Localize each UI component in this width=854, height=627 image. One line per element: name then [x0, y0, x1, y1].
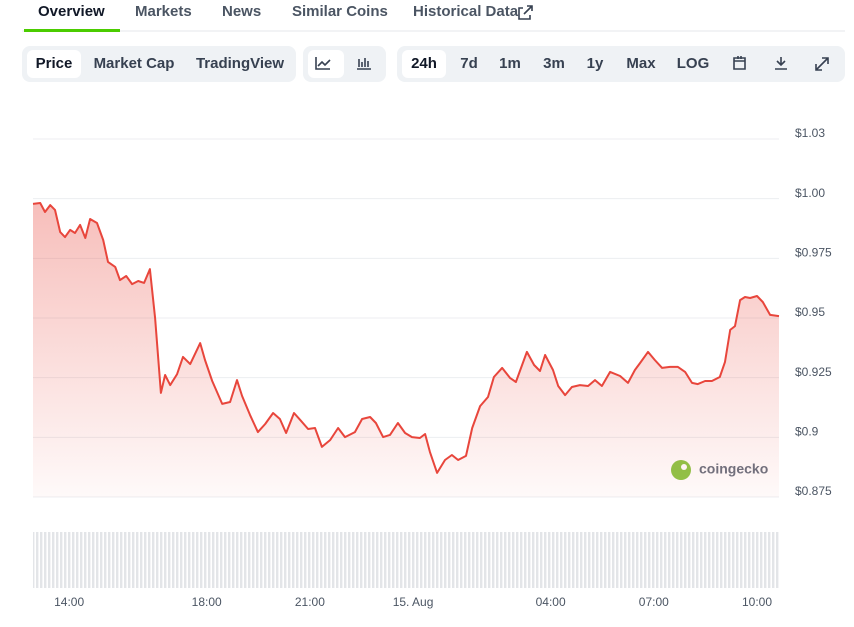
- external-link-icon: [518, 5, 533, 20]
- range-button[interactable]: 3m: [543, 55, 565, 72]
- chart-button[interactable]: Price: [36, 55, 73, 72]
- x-tick-label: 18:00: [192, 595, 222, 609]
- range-button[interactable]: Max: [626, 55, 656, 72]
- active-tab-indicator: [24, 29, 120, 32]
- button-group: [22, 46, 296, 82]
- tab[interactable]: Similar Coins: [292, 3, 388, 20]
- x-tick-label: 10:00: [742, 595, 772, 609]
- active-button-bg: [402, 50, 446, 78]
- area: [33, 203, 779, 497]
- y-tick-label: $0.9: [795, 425, 819, 439]
- candle-icon[interactable]: [357, 58, 371, 70]
- y-tick-label: $1.00: [795, 186, 825, 200]
- y-tick-label: $0.95: [795, 305, 825, 319]
- tab[interactable]: News: [222, 3, 261, 20]
- volume-decoration: [33, 532, 779, 588]
- active-button-bg: [27, 50, 81, 78]
- tab[interactable]: Historical Data: [413, 3, 519, 20]
- x-tick-label: 21:00: [295, 595, 325, 609]
- download-icon[interactable]: [775, 57, 787, 70]
- x-tick-label: 15. Aug: [393, 595, 434, 609]
- y-tick-label: $0.925: [795, 365, 832, 379]
- fullscreen-icon[interactable]: [815, 57, 829, 71]
- button-group: [397, 46, 845, 82]
- y-tick-label: $1.03: [795, 126, 825, 140]
- tab[interactable]: Overview: [38, 3, 105, 20]
- range-button[interactable]: 1y: [587, 55, 604, 72]
- line-chart-icon[interactable]: [315, 57, 331, 70]
- x-tick-label: 07:00: [639, 595, 669, 609]
- price-line: [32, 202, 780, 474]
- chart-button[interactable]: Market Cap: [94, 55, 175, 72]
- tab[interactable]: Markets: [135, 3, 192, 20]
- x-tick-label: 04:00: [536, 595, 566, 609]
- range-button[interactable]: 7d: [460, 55, 478, 72]
- x-tick-label: 14:00: [54, 595, 84, 609]
- range-button[interactable]: LOG: [677, 55, 710, 72]
- y-tick-label: $0.875: [795, 484, 832, 498]
- range-button[interactable]: 1m: [499, 55, 521, 72]
- range-button[interactable]: 24h: [411, 55, 437, 72]
- y-tick-label: $0.975: [795, 246, 832, 260]
- icons: [315, 5, 829, 71]
- calendar-icon[interactable]: [733, 56, 746, 70]
- chart-button[interactable]: TradingView: [196, 55, 284, 72]
